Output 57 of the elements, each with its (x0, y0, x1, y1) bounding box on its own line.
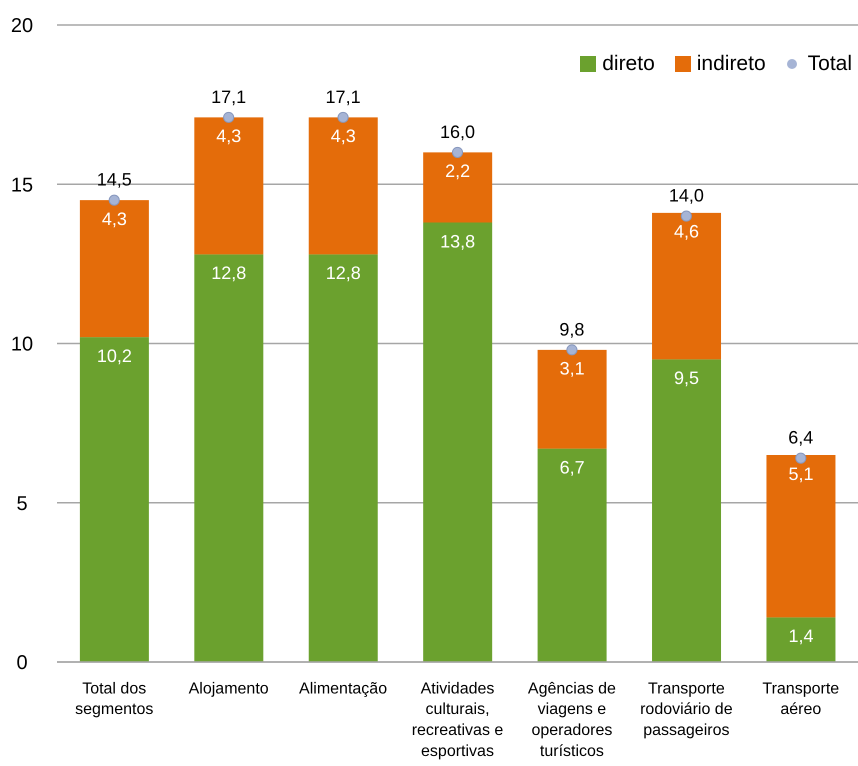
bar (194, 117, 264, 254)
bar (194, 254, 264, 662)
x-tick-label: Alimentação (299, 680, 388, 698)
data-label: 2,2 (445, 161, 470, 182)
data-label: 3,1 (560, 358, 585, 379)
data-label: 4,3 (216, 126, 242, 146)
data-label: 5,1 (788, 464, 814, 484)
data-label: 4,6 (674, 222, 700, 242)
legend-label: Total (808, 52, 852, 76)
y-tick-label: 0 (16, 652, 28, 674)
x-tick-label: Alojamento (188, 680, 269, 698)
data-label: 4,3 (102, 208, 127, 229)
y-tick-label: 5 (16, 492, 28, 515)
legend-label: direto (602, 52, 655, 76)
point (566, 344, 578, 356)
data-label: 10,2 (96, 346, 132, 366)
point (108, 194, 120, 206)
x-tick-label: Transporte rodoviário de passageiros (640, 680, 733, 739)
data-label: 6,4 (788, 428, 814, 448)
data-label: 14,0 (668, 186, 704, 206)
bar (652, 212, 722, 360)
data-label: 4,3 (330, 126, 356, 146)
bar (308, 254, 378, 662)
bar (308, 117, 378, 254)
bar (652, 359, 722, 662)
bar (766, 617, 836, 662)
y-tick-label: 20 (10, 15, 34, 37)
data-label: 17,1 (211, 86, 246, 107)
data-label: 9,8 (559, 319, 584, 340)
data-label: 1,4 (788, 626, 814, 646)
bar (80, 337, 149, 662)
x-tick-label: Atividades culturais, recreativas e esportivas (412, 680, 504, 760)
point (452, 146, 464, 158)
x-tick-label: Transporte aéreo (762, 680, 840, 718)
data-label: 9,5 (674, 368, 700, 388)
point (795, 452, 806, 464)
bar (766, 454, 836, 618)
data-label: 16,0 (440, 122, 476, 142)
bar (423, 152, 492, 222)
data-label: 13,8 (440, 231, 476, 252)
bar (423, 222, 492, 662)
point (680, 210, 692, 222)
bar (538, 350, 607, 449)
bar (538, 448, 607, 662)
x-tick-label: Agências de viagens e operadores turísticos (528, 680, 616, 760)
point (338, 112, 349, 123)
data-label: 12,8 (326, 263, 361, 284)
bar (80, 200, 149, 338)
point (223, 112, 234, 123)
data-label: 17,1 (326, 86, 361, 107)
legend-label: indireto (696, 52, 766, 76)
data-label: 6,7 (560, 457, 585, 478)
data-label: 12,8 (211, 263, 246, 284)
data-label: 14,5 (96, 170, 132, 190)
y-tick-label: 15 (10, 174, 34, 196)
x-tick-label: Total dos segmentos (75, 680, 154, 718)
y-tick-label: 10 (10, 334, 34, 356)
